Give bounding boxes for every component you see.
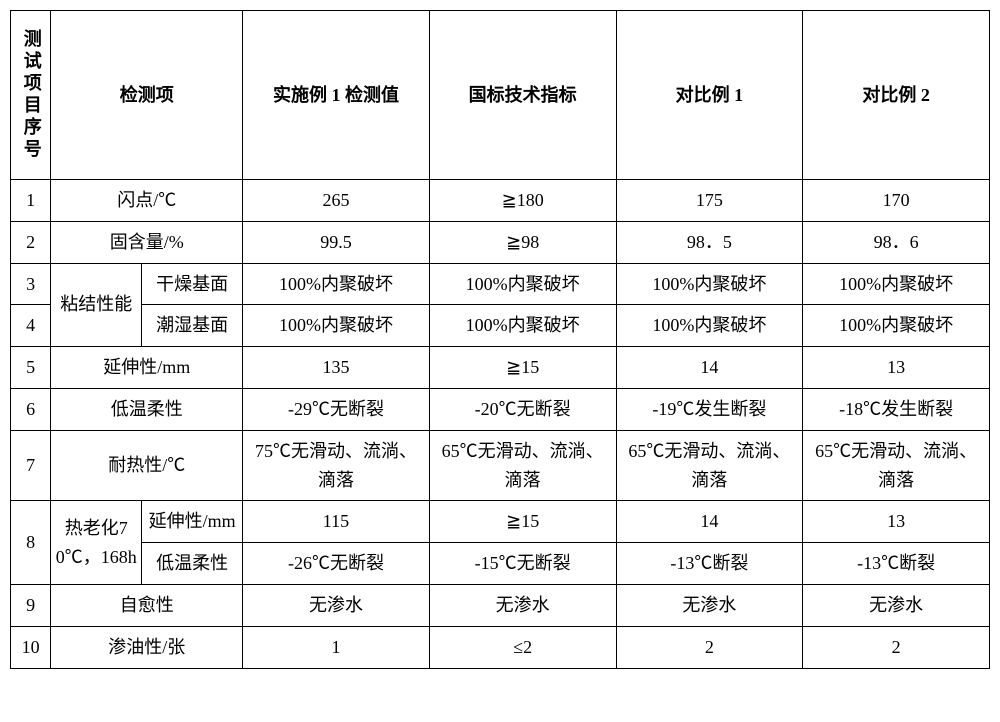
cell-value: -20℃无断裂 (429, 388, 616, 430)
cell-value: -13℃断裂 (616, 543, 803, 585)
cell-value: -13℃断裂 (803, 543, 990, 585)
header-row: 测试项目序号 检测项 实施例 1 检测值 国标技术指标 对比例 1 对比例 2 (11, 11, 990, 180)
table-row: 3 粘结性能 干燥基面 100%内聚破坏 100%内聚破坏 100%内聚破坏 1… (11, 263, 990, 305)
cell-value: 14 (616, 501, 803, 543)
sub-item: 干燥基面 (142, 263, 243, 305)
table-row: 10 渗油性/张 1 ≤2 2 2 (11, 626, 990, 668)
detect-item: 耐热性/℃ (51, 430, 243, 501)
cell-value: 99.5 (243, 221, 430, 263)
cell-value: 1 (243, 626, 430, 668)
cell-value: 2 (616, 626, 803, 668)
header-num: 测试项目序号 (11, 11, 51, 180)
table-row: 8 热老化70℃，168h 延伸性/mm 115 ≧15 14 13 (11, 501, 990, 543)
cell-value: 175 (616, 180, 803, 222)
sub-item: 潮湿基面 (142, 305, 243, 347)
cell-value: 2 (803, 626, 990, 668)
row-num: 2 (11, 221, 51, 263)
detect-item: 低温柔性 (51, 388, 243, 430)
table-row: 5 延伸性/mm 135 ≧15 14 13 (11, 347, 990, 389)
row-num: 3 (11, 263, 51, 305)
table-row: 9 自愈性 无渗水 无渗水 无渗水 无渗水 (11, 584, 990, 626)
cell-value: -19℃发生断裂 (616, 388, 803, 430)
row-num: 10 (11, 626, 51, 668)
cell-value: ≤2 (429, 626, 616, 668)
cell-value: 135 (243, 347, 430, 389)
row-num: 1 (11, 180, 51, 222)
cell-value: 100%内聚破坏 (243, 263, 430, 305)
cell-value: 98．6 (803, 221, 990, 263)
cell-value: 170 (803, 180, 990, 222)
sub-item: 低温柔性 (142, 543, 243, 585)
cell-value: 100%内聚破坏 (616, 263, 803, 305)
cell-value: -18℃发生断裂 (803, 388, 990, 430)
cell-value: 14 (616, 347, 803, 389)
test-results-table: 测试项目序号 检测项 实施例 1 检测值 国标技术指标 对比例 1 对比例 2 … (10, 10, 990, 669)
cell-value: 100%内聚破坏 (803, 305, 990, 347)
cell-value: 115 (243, 501, 430, 543)
group-label: 粘结性能 (51, 263, 142, 347)
cell-value: ≧15 (429, 501, 616, 543)
table-row: 1 闪点/℃ 265 ≧180 175 170 (11, 180, 990, 222)
header-col2: 国标技术指标 (429, 11, 616, 180)
cell-value: 75℃无滑动、流淌、滴落 (243, 430, 430, 501)
cell-value: -15℃无断裂 (429, 543, 616, 585)
cell-value: 100%内聚破坏 (429, 305, 616, 347)
detect-item: 渗油性/张 (51, 626, 243, 668)
row-num: 7 (11, 430, 51, 501)
detect-item: 自愈性 (51, 584, 243, 626)
cell-value: 无渗水 (429, 584, 616, 626)
cell-value: 65℃无滑动、流淌、滴落 (803, 430, 990, 501)
cell-value: 100%内聚破坏 (429, 263, 616, 305)
cell-value: 265 (243, 180, 430, 222)
cell-value: 65℃无滑动、流淌、滴落 (429, 430, 616, 501)
cell-value: 100%内聚破坏 (803, 263, 990, 305)
cell-value: 100%内聚破坏 (243, 305, 430, 347)
cell-value: 13 (803, 501, 990, 543)
row-num: 6 (11, 388, 51, 430)
header-detect: 检测项 (51, 11, 243, 180)
table-row: 6 低温柔性 -29℃无断裂 -20℃无断裂 -19℃发生断裂 -18℃发生断裂 (11, 388, 990, 430)
cell-value: ≧180 (429, 180, 616, 222)
detect-item: 闪点/℃ (51, 180, 243, 222)
cell-value: 13 (803, 347, 990, 389)
header-col4: 对比例 2 (803, 11, 990, 180)
table-row: 7 耐热性/℃ 75℃无滑动、流淌、滴落 65℃无滑动、流淌、滴落 65℃无滑动… (11, 430, 990, 501)
table-row: 低温柔性 -26℃无断裂 -15℃无断裂 -13℃断裂 -13℃断裂 (11, 543, 990, 585)
cell-value: 无渗水 (616, 584, 803, 626)
cell-value: ≧98 (429, 221, 616, 263)
cell-value: 无渗水 (243, 584, 430, 626)
cell-value: -26℃无断裂 (243, 543, 430, 585)
table-row: 4 潮湿基面 100%内聚破坏 100%内聚破坏 100%内聚破坏 100%内聚… (11, 305, 990, 347)
group-label: 热老化70℃，168h (51, 501, 142, 585)
detect-item: 延伸性/mm (51, 347, 243, 389)
header-col1: 实施例 1 检测值 (243, 11, 430, 180)
row-num: 4 (11, 305, 51, 347)
row-num: 8 (11, 501, 51, 585)
table-row: 2 固含量/% 99.5 ≧98 98．5 98．6 (11, 221, 990, 263)
cell-value: -29℃无断裂 (243, 388, 430, 430)
sub-item: 延伸性/mm (142, 501, 243, 543)
cell-value: 100%内聚破坏 (616, 305, 803, 347)
cell-value: 65℃无滑动、流淌、滴落 (616, 430, 803, 501)
cell-value: 98．5 (616, 221, 803, 263)
detect-item: 固含量/% (51, 221, 243, 263)
row-num: 5 (11, 347, 51, 389)
cell-value: 无渗水 (803, 584, 990, 626)
header-col3: 对比例 1 (616, 11, 803, 180)
row-num: 9 (11, 584, 51, 626)
cell-value: ≧15 (429, 347, 616, 389)
